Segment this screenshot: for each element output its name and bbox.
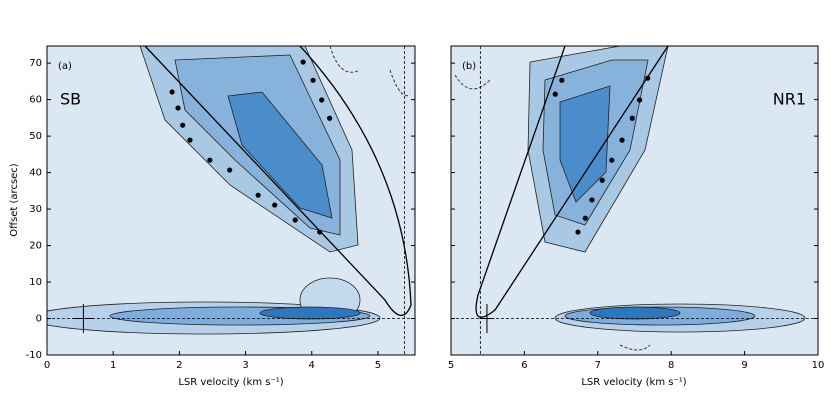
panel-b-frame <box>450 45 819 356</box>
y-tick-label: 70 <box>29 58 42 69</box>
data-point <box>637 97 643 103</box>
x-tick-label: 10 <box>812 360 825 371</box>
data-point <box>552 91 558 97</box>
data-point <box>255 192 261 198</box>
data-point <box>310 77 316 83</box>
panel-a-frame <box>46 45 416 356</box>
data-point <box>599 177 605 183</box>
data-point <box>169 89 175 95</box>
panel-label: (b) <box>462 61 476 72</box>
x-tick-label: 4 <box>309 360 315 371</box>
data-point <box>180 122 186 128</box>
y-tick-label: 20 <box>29 241 42 252</box>
x-tick-label: 2 <box>176 360 182 371</box>
x-tick-label: 6 <box>521 360 527 371</box>
x-tick-label: 0 <box>44 360 50 371</box>
data-point <box>629 115 635 121</box>
data-point <box>589 197 595 203</box>
data-point <box>559 77 565 83</box>
panel-name: NR1 <box>773 90 806 109</box>
data-point <box>609 157 615 163</box>
x-tick-label: 1 <box>110 360 116 371</box>
data-point <box>227 167 233 173</box>
x-tick-label: 5 <box>448 360 454 371</box>
data-point <box>187 137 193 143</box>
panel-b-image <box>451 46 818 355</box>
data-point <box>619 137 625 143</box>
panel-a-image <box>47 46 415 355</box>
data-point <box>300 59 306 65</box>
data-point <box>292 217 298 223</box>
data-point <box>175 105 181 111</box>
x-tick-label: 7 <box>595 360 601 371</box>
data-point <box>317 229 323 235</box>
data-point <box>645 75 651 81</box>
x-tick-label: 5 <box>375 360 381 371</box>
x-tick-label: 3 <box>242 360 248 371</box>
y-tick-label: 10 <box>29 277 42 288</box>
x-tick-label: 9 <box>741 360 747 371</box>
x-axis-label: LSR velocity (km s⁻¹) <box>581 377 686 388</box>
y-tick-label: 30 <box>29 204 42 215</box>
y-tick-label: 0 <box>36 314 42 325</box>
data-point <box>207 157 213 163</box>
y-axis-label: Offset (arcsec) <box>9 163 20 237</box>
y-tick-label: 40 <box>29 168 42 179</box>
data-point <box>582 215 588 221</box>
panel-name: SB <box>60 90 81 109</box>
x-tick-label: 8 <box>668 360 674 371</box>
x-axis-label: LSR velocity (km s⁻¹) <box>178 377 283 388</box>
data-point <box>272 202 278 208</box>
y-tick-label: 60 <box>29 95 42 106</box>
data-point <box>319 97 325 103</box>
y-tick-label: -10 <box>26 350 42 361</box>
y-tick-label: 50 <box>29 131 42 142</box>
data-point <box>575 229 581 235</box>
data-point <box>327 115 333 121</box>
panel-label: (a) <box>58 61 72 72</box>
